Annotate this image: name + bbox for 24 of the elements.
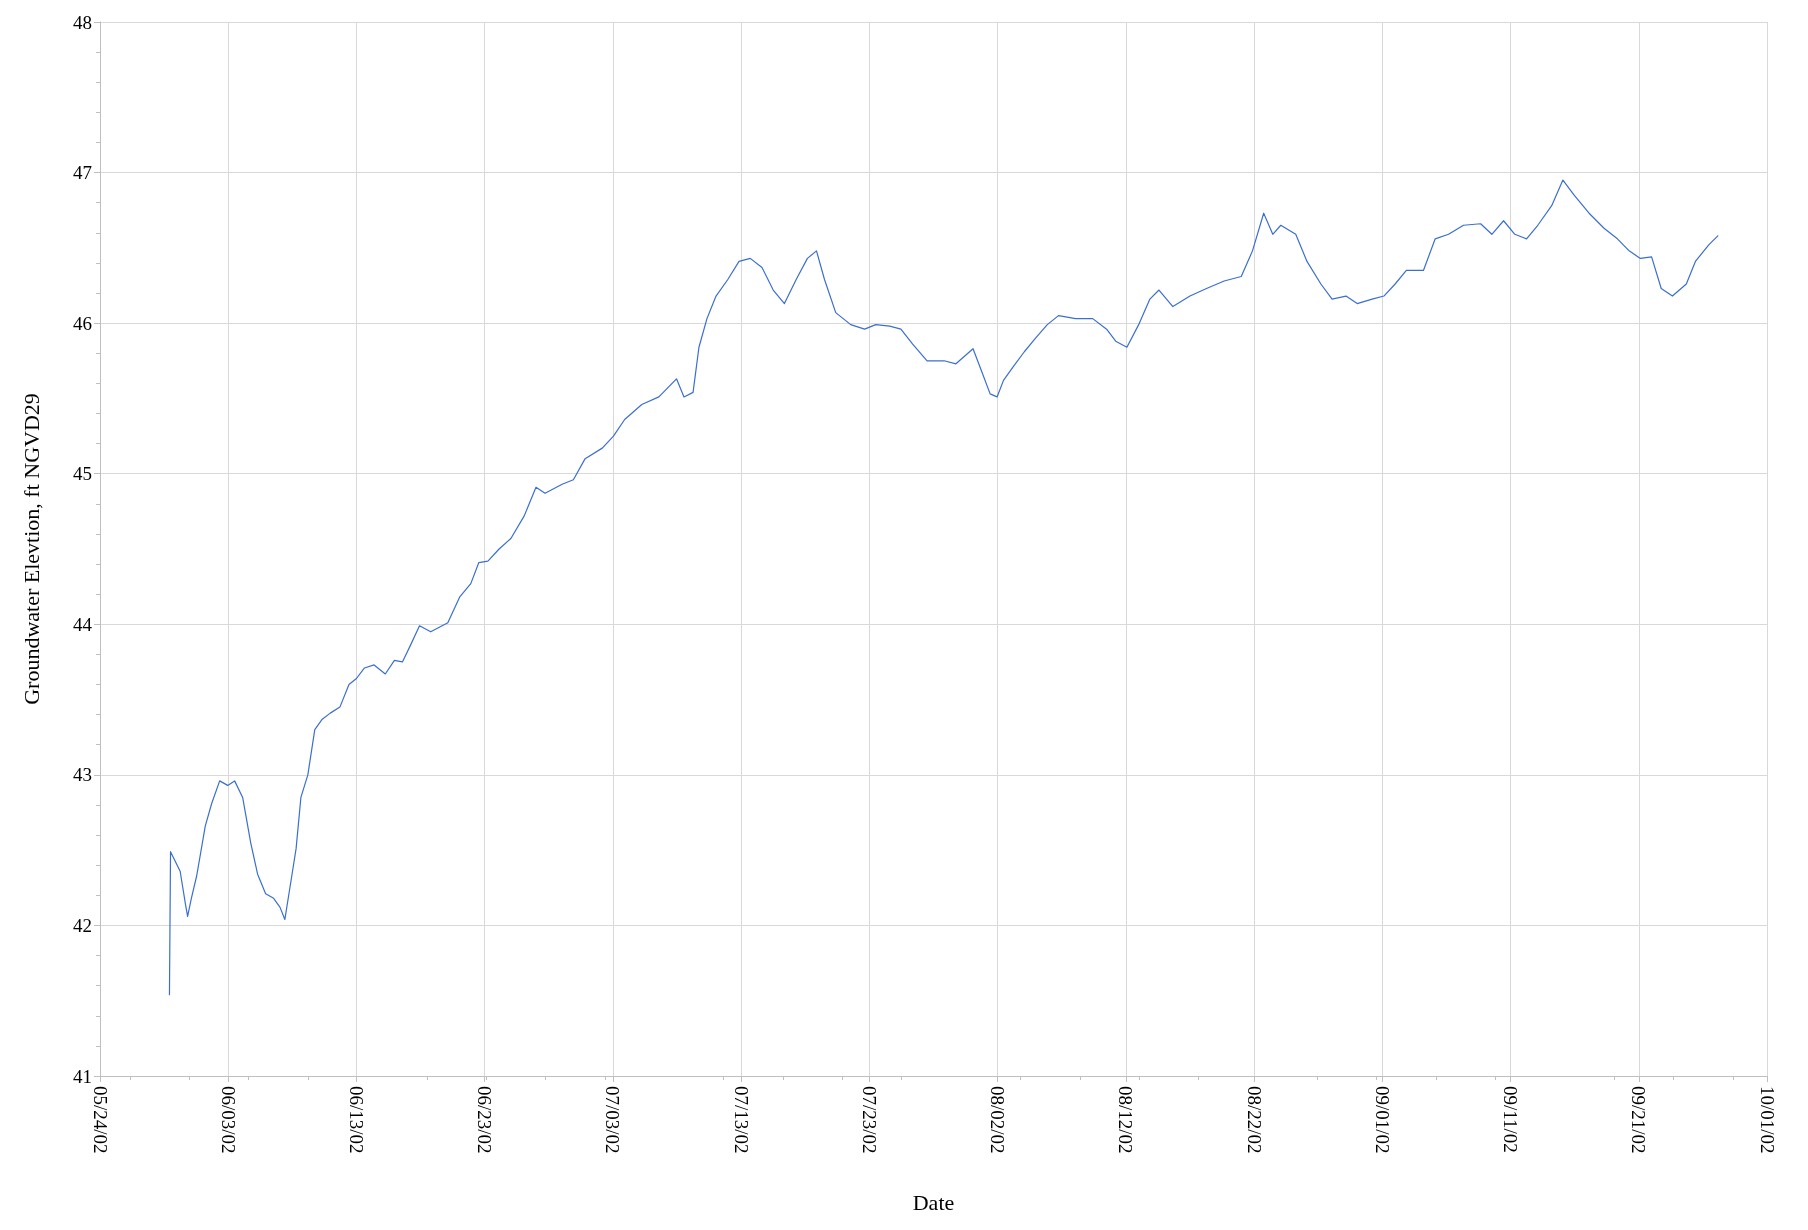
x-tick-label: 09/11/02: [1500, 1086, 1522, 1153]
x-tick-label: 05/24/02: [89, 1086, 111, 1154]
x-tick-label: 07/03/02: [602, 1086, 624, 1154]
x-tick-label: 08/22/02: [1243, 1086, 1265, 1154]
x-tick-label: 06/23/02: [474, 1086, 496, 1154]
x-tick-label: 06/13/02: [345, 1086, 367, 1154]
y-tick-label: 43: [73, 764, 92, 786]
x-tick-label: 08/12/02: [1115, 1086, 1137, 1154]
y-tick-label: 46: [73, 312, 92, 334]
y-tick-label: 48: [73, 11, 92, 33]
x-tick-label: 07/23/02: [858, 1086, 880, 1154]
x-tick-label: 08/02/02: [987, 1086, 1009, 1154]
x-tick-label: 09/01/02: [1371, 1086, 1393, 1154]
y-tick-label: 42: [73, 914, 92, 936]
y-tick-label: 47: [73, 162, 92, 184]
y-tick-label: 45: [73, 463, 92, 485]
x-tick-label: 10/01/02: [1756, 1086, 1778, 1154]
y-tick-label: 44: [73, 613, 93, 635]
x-tick-label: 09/21/02: [1628, 1086, 1650, 1154]
x-tick-label: 06/03/02: [217, 1086, 239, 1154]
x-tick-label: 07/13/02: [730, 1086, 752, 1154]
y-tick-label: 41: [73, 1065, 92, 1087]
x-axis-title: Date: [912, 1189, 955, 1215]
y-axis-title: Groundwater Elevtion, ft NGVD29: [18, 393, 44, 705]
